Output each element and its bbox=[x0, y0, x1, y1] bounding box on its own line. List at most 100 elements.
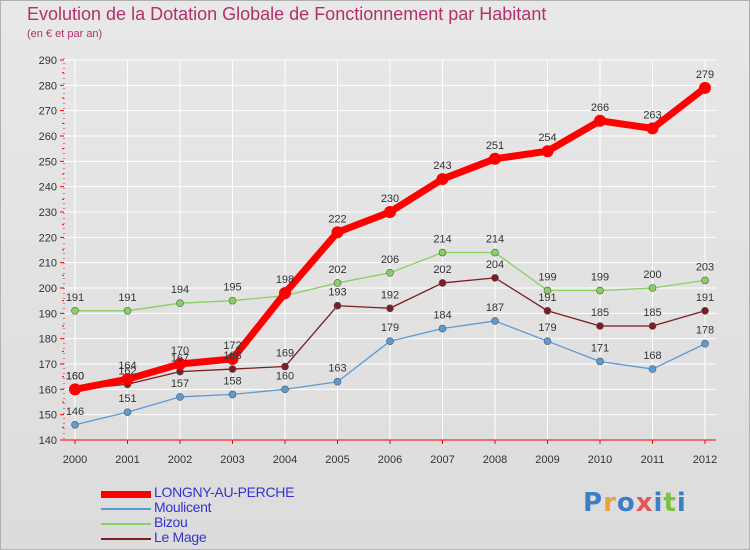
data-point-moulicent bbox=[71, 420, 79, 429]
y-tick-label: 160 bbox=[39, 384, 57, 396]
data-label: 279 bbox=[696, 69, 714, 81]
y-tick-label: 190 bbox=[39, 308, 57, 320]
y-tick-label: 140 bbox=[39, 435, 57, 447]
data-point-le-mage bbox=[281, 362, 289, 371]
data-label: 195 bbox=[223, 282, 241, 294]
y-tick-label: 180 bbox=[39, 334, 57, 346]
data-point-le-mage bbox=[438, 279, 447, 287]
data-label: 191 bbox=[696, 292, 714, 304]
logo-letter: P bbox=[583, 488, 604, 518]
data-point-bizou bbox=[176, 299, 184, 308]
x-tick-label: 2007 bbox=[430, 454, 454, 466]
x-tick-label: 2009 bbox=[535, 454, 559, 466]
data-point-longny-au-perche bbox=[541, 145, 554, 158]
y-tick-label: 290 bbox=[39, 55, 57, 67]
data-label: 191 bbox=[118, 292, 136, 304]
x-tick-label: 2001 bbox=[115, 454, 139, 466]
y-tick-label: 210 bbox=[39, 258, 57, 270]
data-label: 230 bbox=[381, 193, 399, 205]
data-label: 172 bbox=[223, 340, 241, 352]
legend-swatch-moulicent bbox=[101, 508, 151, 510]
y-tick-label: 230 bbox=[39, 207, 57, 219]
data-label: 179 bbox=[381, 322, 399, 334]
data-point-moulicent bbox=[701, 339, 709, 348]
data-point-le-mage bbox=[228, 365, 237, 373]
chart-title: Evolution de la Dotation Globale de Fonc… bbox=[27, 4, 547, 24]
data-label: 266 bbox=[591, 102, 609, 114]
logo-letter: t bbox=[663, 488, 677, 518]
legend-label: Le Mage bbox=[154, 529, 207, 545]
data-label: 199 bbox=[538, 272, 556, 284]
data-label: 178 bbox=[696, 325, 714, 337]
data-label: 203 bbox=[696, 261, 714, 273]
data-label: 222 bbox=[328, 213, 346, 225]
data-label: 179 bbox=[538, 322, 556, 334]
logo-letter: o bbox=[616, 488, 636, 518]
data-label: 158 bbox=[223, 375, 241, 387]
data-point-le-mage bbox=[543, 306, 552, 315]
y-tick-label: 220 bbox=[39, 232, 57, 244]
data-point-le-mage bbox=[333, 301, 342, 310]
data-label: 214 bbox=[486, 234, 504, 246]
x-tick-label: 2010 bbox=[588, 454, 612, 466]
logo-letter: i bbox=[653, 488, 664, 518]
data-label: 167 bbox=[171, 353, 189, 365]
data-label: 263 bbox=[643, 109, 661, 121]
x-tick-label: 2003 bbox=[220, 454, 244, 466]
data-label: 162 bbox=[118, 365, 136, 377]
data-point-bizou bbox=[701, 276, 709, 285]
y-tick-label: 240 bbox=[39, 182, 57, 194]
data-labels: 191 191 194 195 202 206 214 214 199 199 200 203 160 1… bbox=[66, 69, 714, 418]
data-label: 199 bbox=[591, 272, 609, 284]
data-point-longny-au-perche bbox=[279, 287, 291, 300]
x-tick-label: 2002 bbox=[168, 454, 192, 466]
y-tick-label: 200 bbox=[39, 283, 57, 295]
data-point-longny-au-perche bbox=[699, 81, 711, 94]
data-point-moulicent bbox=[123, 408, 132, 416]
logo-letter: i bbox=[676, 488, 687, 518]
data-label: 191 bbox=[66, 292, 84, 304]
data-point-moulicent bbox=[333, 377, 342, 386]
data-point-le-mage bbox=[386, 304, 394, 313]
data-point-longny-au-perche bbox=[384, 206, 396, 218]
data-label: 192 bbox=[381, 289, 399, 301]
data-label: 146 bbox=[66, 406, 84, 418]
data-label: 171 bbox=[591, 342, 609, 354]
x-tick-label: 2008 bbox=[483, 454, 507, 466]
data-label: 160 bbox=[276, 370, 294, 382]
data-point-bizou bbox=[333, 279, 342, 287]
data-label: 243 bbox=[433, 160, 451, 172]
legend-label: LONGNY-AU-PERCHE bbox=[154, 484, 295, 500]
data-point-bizou bbox=[438, 248, 447, 257]
data-point-longny-au-perche bbox=[69, 383, 81, 396]
legend-swatch-longny bbox=[101, 490, 151, 498]
data-label: 191 bbox=[538, 292, 556, 304]
x-tick-label: 2004 bbox=[273, 454, 297, 466]
data-point-moulicent bbox=[596, 357, 604, 366]
grid bbox=[64, 59, 716, 441]
y-tick-label: 170 bbox=[39, 359, 57, 371]
data-label: 185 bbox=[643, 307, 661, 319]
x-tick-label: 2006 bbox=[378, 454, 402, 466]
legend-label: Bizou bbox=[154, 514, 188, 530]
data-label: 168 bbox=[643, 350, 661, 362]
data-point-moulicent bbox=[228, 390, 237, 399]
legend-swatch-le-mage bbox=[101, 538, 151, 540]
data-point-moulicent bbox=[176, 393, 184, 401]
data-point-longny-au-perche bbox=[331, 226, 344, 239]
data-label: 251 bbox=[486, 140, 504, 152]
data-label: 206 bbox=[381, 254, 399, 266]
data-point-longny-au-perche bbox=[436, 173, 449, 186]
proxiti-logo: Proxiti bbox=[583, 488, 687, 518]
data-label: 193 bbox=[328, 287, 346, 299]
data-point-moulicent bbox=[543, 337, 552, 346]
data-point-bizou bbox=[123, 306, 132, 315]
data-point-moulicent bbox=[491, 317, 499, 325]
legend-label: Moulicent bbox=[154, 499, 212, 515]
data-point-bizou bbox=[543, 286, 552, 295]
data-label: 185 bbox=[591, 307, 609, 319]
y-tick-label: 280 bbox=[39, 80, 57, 92]
legend-swatch-bizou bbox=[101, 523, 151, 525]
data-label: 202 bbox=[433, 264, 451, 276]
y-tick-label: 150 bbox=[39, 410, 57, 422]
